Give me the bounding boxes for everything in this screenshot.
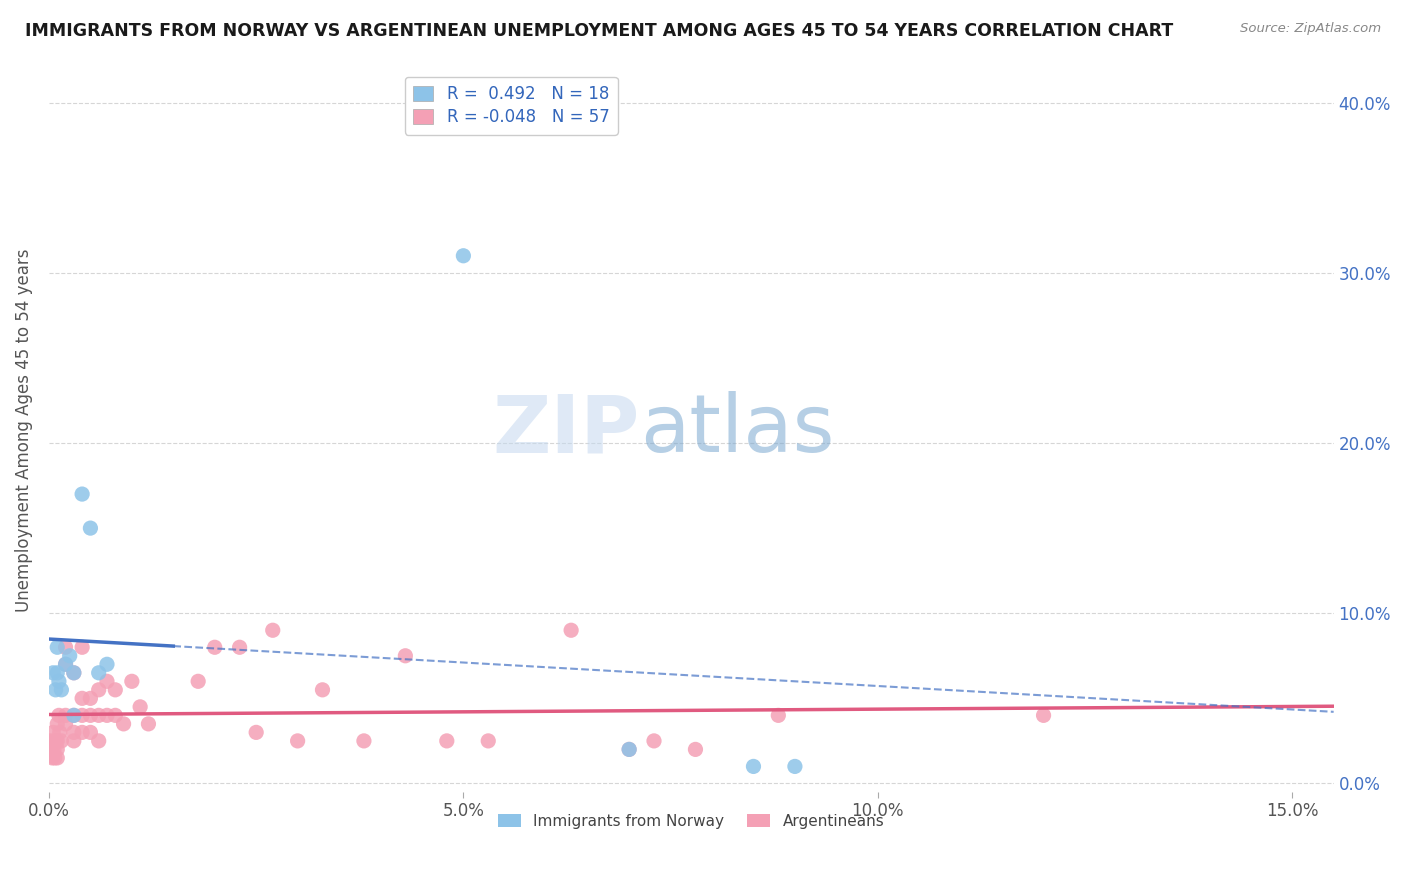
Point xyxy=(55,657,77,672)
Point xyxy=(477,734,499,748)
Point xyxy=(59,648,82,663)
Point xyxy=(63,665,86,680)
Legend: Immigrants from Norway, Argentineans: Immigrants from Norway, Argentineans xyxy=(492,807,890,835)
Point xyxy=(45,734,67,748)
Point xyxy=(42,725,65,739)
Point xyxy=(138,717,160,731)
Point xyxy=(46,742,69,756)
Point xyxy=(617,742,640,756)
Point xyxy=(353,734,375,748)
Point xyxy=(87,708,110,723)
Point xyxy=(42,665,65,680)
Point xyxy=(48,708,70,723)
Point xyxy=(768,708,790,723)
Point xyxy=(96,674,118,689)
Point xyxy=(287,734,309,748)
Point xyxy=(204,640,226,655)
Point xyxy=(44,751,66,765)
Point xyxy=(48,725,70,739)
Point xyxy=(783,759,806,773)
Point xyxy=(46,640,69,655)
Point xyxy=(48,674,70,689)
Point xyxy=(46,734,69,748)
Point xyxy=(55,657,77,672)
Text: IMMIGRANTS FROM NORWAY VS ARGENTINEAN UNEMPLOYMENT AMONG AGES 45 TO 54 YEARS COR: IMMIGRANTS FROM NORWAY VS ARGENTINEAN UN… xyxy=(25,22,1174,40)
Point xyxy=(70,708,93,723)
Point xyxy=(46,665,69,680)
Point xyxy=(55,708,77,723)
Point xyxy=(45,682,67,697)
Point xyxy=(245,725,267,739)
Point xyxy=(70,691,93,706)
Point xyxy=(63,708,86,723)
Text: Source: ZipAtlas.com: Source: ZipAtlas.com xyxy=(1240,22,1381,36)
Point xyxy=(742,759,765,773)
Point xyxy=(63,734,86,748)
Point xyxy=(70,640,93,655)
Point xyxy=(79,521,101,535)
Point xyxy=(87,665,110,680)
Point xyxy=(41,751,63,765)
Point xyxy=(87,734,110,748)
Point xyxy=(51,734,73,748)
Point xyxy=(79,691,101,706)
Point xyxy=(643,734,665,748)
Point xyxy=(228,640,250,655)
Point xyxy=(70,725,93,739)
Point xyxy=(46,751,69,765)
Point xyxy=(55,717,77,731)
Text: atlas: atlas xyxy=(640,392,834,469)
Text: ZIP: ZIP xyxy=(492,392,640,469)
Point xyxy=(560,624,582,638)
Point xyxy=(129,699,152,714)
Point xyxy=(63,725,86,739)
Point xyxy=(55,640,77,655)
Point xyxy=(79,725,101,739)
Point xyxy=(87,682,110,697)
Point xyxy=(453,249,475,263)
Point xyxy=(51,682,73,697)
Point xyxy=(1032,708,1054,723)
Point xyxy=(104,682,127,697)
Point xyxy=(394,648,416,663)
Point xyxy=(187,674,209,689)
Point xyxy=(262,624,284,638)
Point xyxy=(39,734,62,748)
Point xyxy=(63,665,86,680)
Point xyxy=(685,742,707,756)
Point xyxy=(46,717,69,731)
Point xyxy=(311,682,333,697)
Point xyxy=(63,708,86,723)
Point xyxy=(96,657,118,672)
Point xyxy=(42,742,65,756)
Y-axis label: Unemployment Among Ages 45 to 54 years: Unemployment Among Ages 45 to 54 years xyxy=(15,249,32,612)
Point xyxy=(70,487,93,501)
Point xyxy=(121,674,143,689)
Point xyxy=(436,734,458,748)
Point xyxy=(617,742,640,756)
Point xyxy=(112,717,135,731)
Point xyxy=(96,708,118,723)
Point xyxy=(104,708,127,723)
Point xyxy=(79,708,101,723)
Point xyxy=(41,742,63,756)
